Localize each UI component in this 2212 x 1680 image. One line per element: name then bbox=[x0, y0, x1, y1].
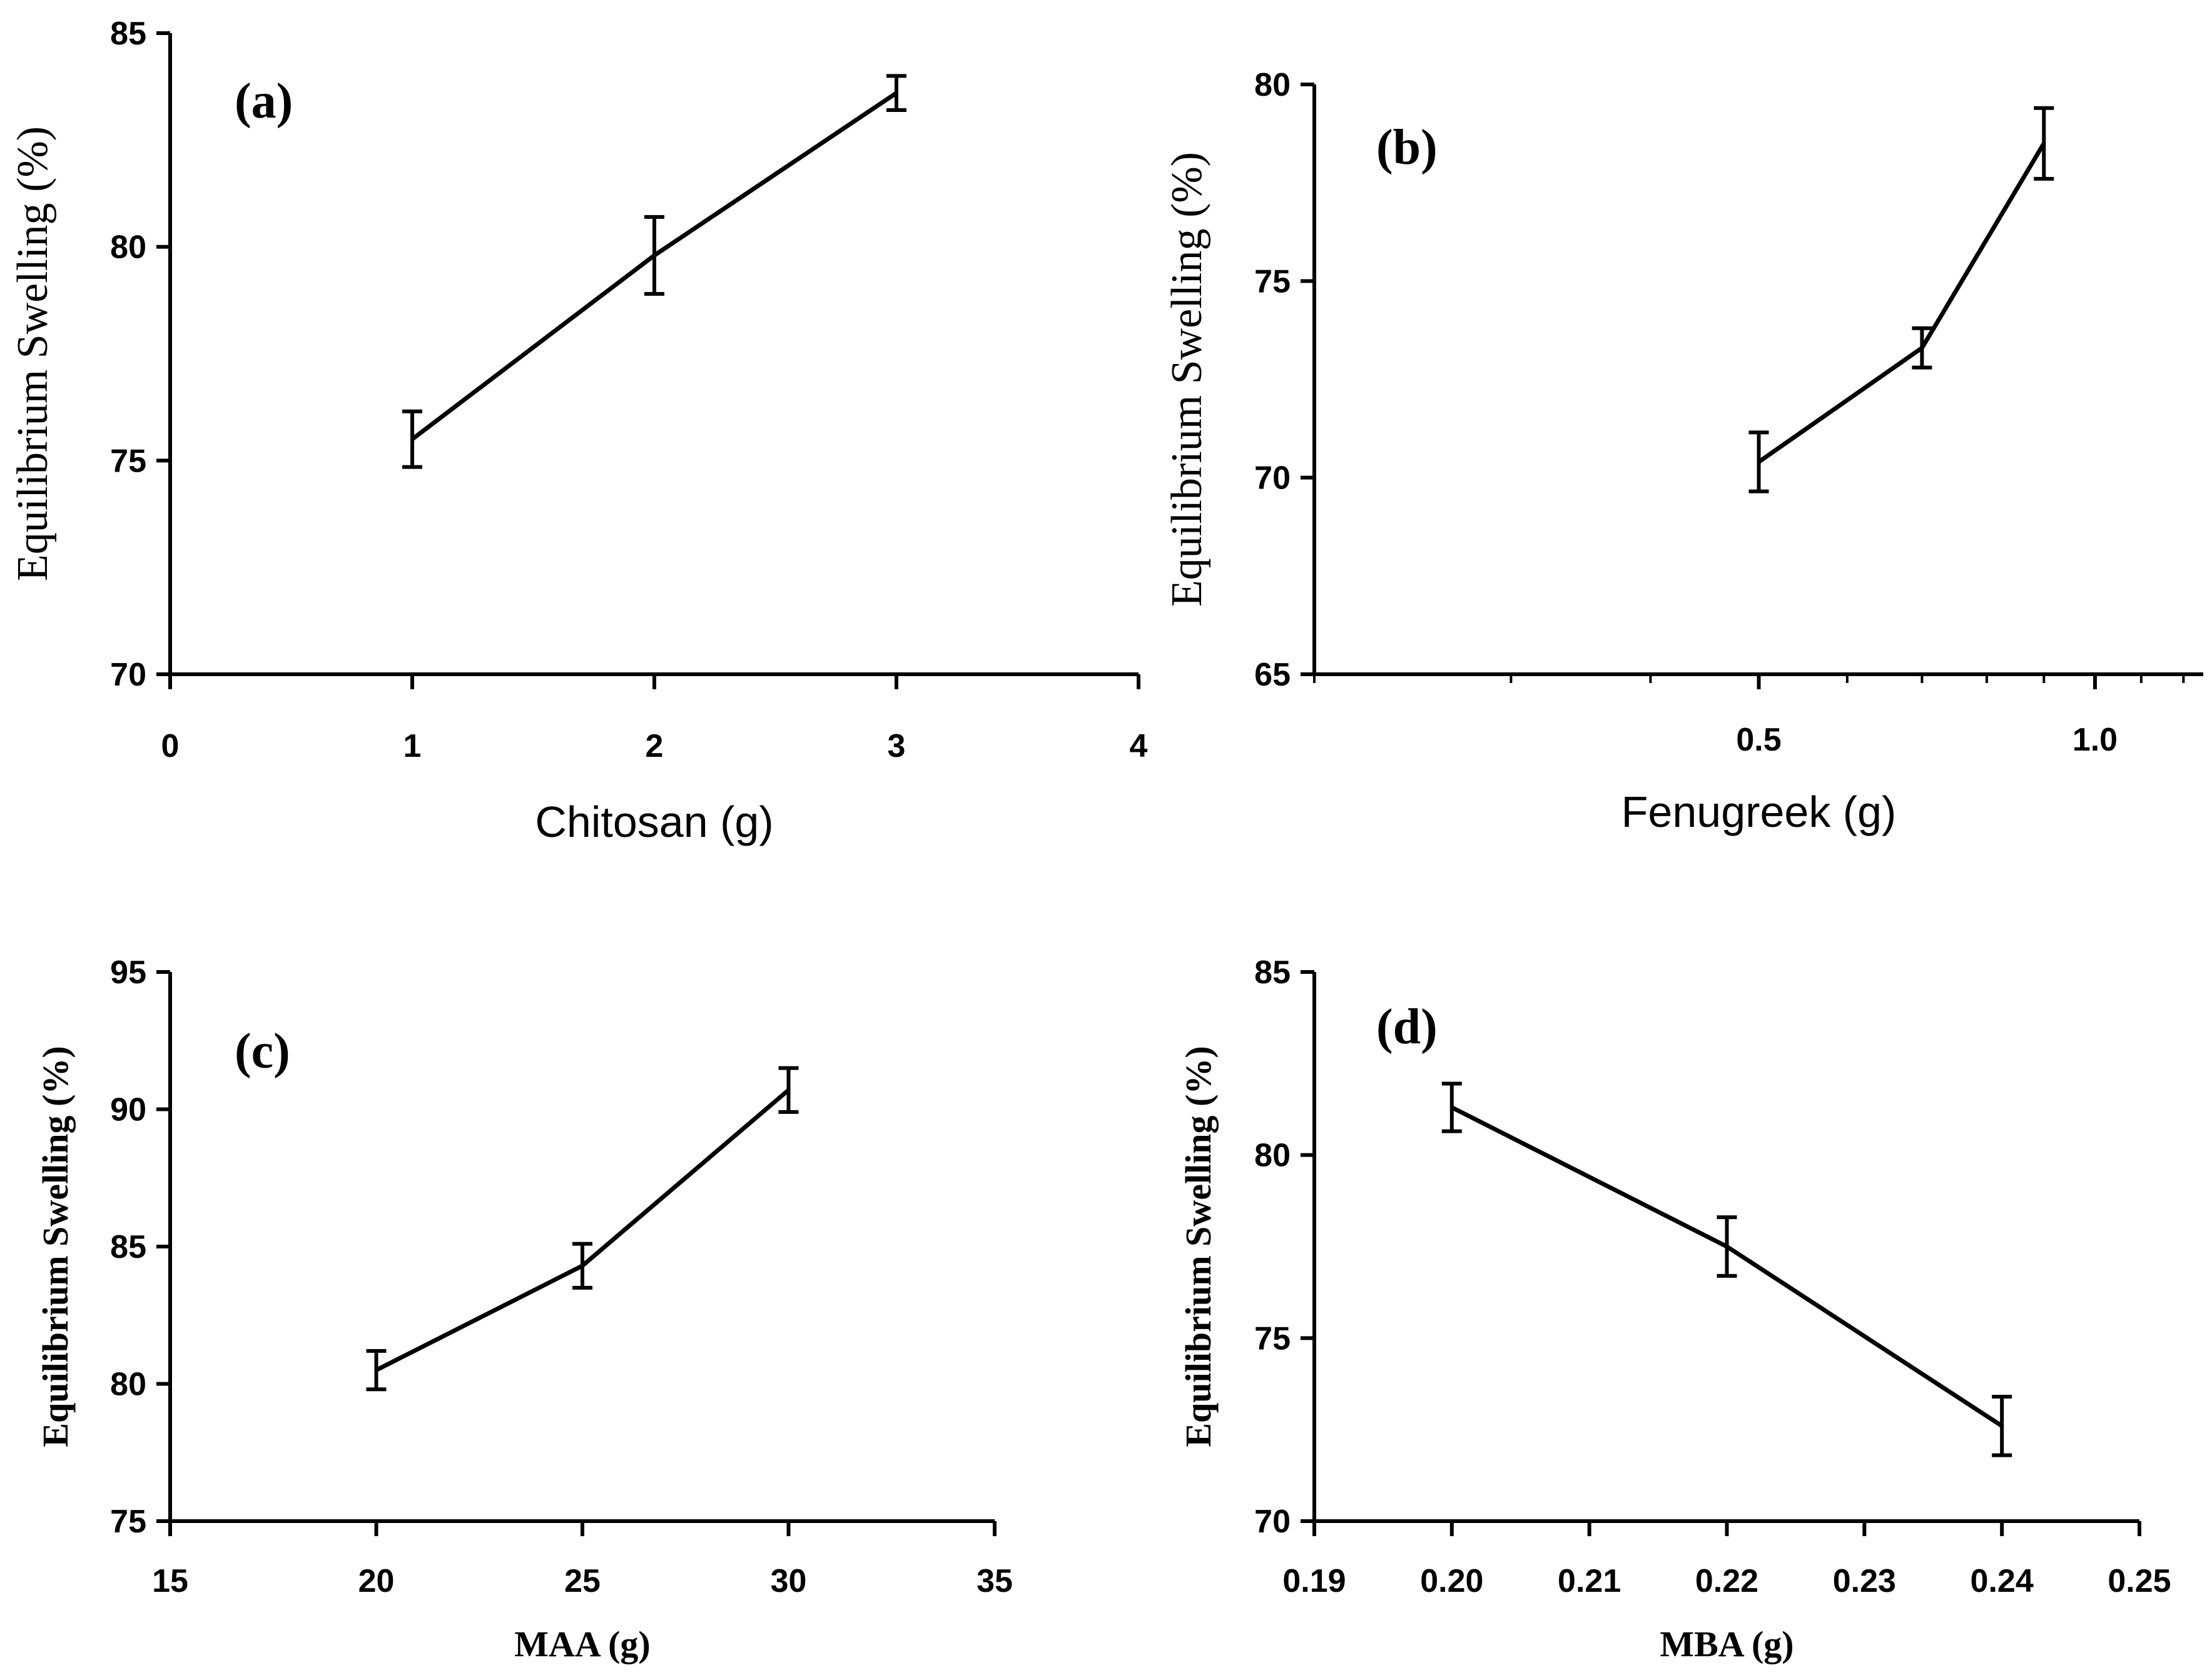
error-bar bbox=[1748, 430, 1769, 493]
error-bar bbox=[572, 1242, 592, 1290]
data-point bbox=[581, 1263, 584, 1268]
data-point bbox=[374, 1368, 378, 1372]
y-tick-label: 80 bbox=[1254, 1138, 1291, 1174]
x-axis-title: Fenugreek (g) bbox=[1621, 787, 1897, 836]
x-tick-label: 25 bbox=[564, 1563, 601, 1599]
x-tick-label: 35 bbox=[977, 1563, 1013, 1599]
x-tick-label: 0.5 bbox=[1736, 722, 1781, 758]
data-point bbox=[786, 1088, 791, 1092]
x-axis-title: Chitosan (g) bbox=[535, 797, 773, 846]
data-point bbox=[1757, 460, 1761, 464]
y-axis-title: Equilibrium Swelling (%) bbox=[1163, 152, 1211, 607]
x-tick-label: 0.22 bbox=[1695, 1563, 1758, 1599]
y-tick-label: 75 bbox=[110, 1504, 146, 1540]
panel-label: (a) bbox=[235, 74, 293, 129]
panel-label: (d) bbox=[1376, 999, 1438, 1055]
y-axis-title: Equilibrium Swelling (%) bbox=[1178, 1046, 1219, 1447]
x-tick-label: 1.0 bbox=[2072, 722, 2118, 758]
data-point bbox=[1725, 1245, 1729, 1248]
y-tick-label: 75 bbox=[1254, 1320, 1291, 1357]
data-point bbox=[410, 437, 414, 442]
series-line bbox=[375, 1088, 790, 1372]
error-bar bbox=[1441, 1081, 1462, 1133]
series-line bbox=[1757, 142, 2046, 464]
y-tick-label: 95 bbox=[110, 954, 146, 991]
chart-panel-3: 75 80 85 90 95 15 20 25 30 35 (c) MAA (g) Equilibriu… bbox=[35, 954, 1013, 1664]
data-point bbox=[652, 253, 656, 258]
x-tick-label: 30 bbox=[771, 1563, 807, 1599]
y-axis-title: Equilibrium Swelling (%) bbox=[35, 1046, 76, 1447]
error-bar bbox=[366, 1349, 387, 1392]
data-point bbox=[895, 91, 898, 95]
x-tick-label: 3 bbox=[888, 728, 906, 764]
error-bar bbox=[886, 74, 906, 112]
error-bar bbox=[1717, 1215, 1737, 1278]
data-point bbox=[1449, 1105, 1454, 1110]
y-axis-title: Equilibrium Swelling (%) bbox=[9, 126, 57, 581]
panel-label: (c) bbox=[235, 1024, 290, 1079]
x-tick-label: 4 bbox=[1130, 728, 1148, 764]
x-tick-label: 1 bbox=[403, 728, 422, 764]
chart-panel-4: 70 75 80 85 0.19 0.20 0.21 0.22 0.23 0.24 0.25 (d) M… bbox=[1178, 954, 2171, 1664]
error-bar bbox=[1912, 326, 1932, 370]
y-tick-label: 75 bbox=[1254, 263, 1291, 300]
x-axis-title: MAA (g) bbox=[514, 1624, 650, 1664]
x-tick-label: 0.23 bbox=[1833, 1563, 1896, 1599]
data-point bbox=[2000, 1424, 2004, 1428]
data-point bbox=[2042, 141, 2046, 146]
x-tick-label: 0.21 bbox=[1558, 1563, 1621, 1599]
data-point bbox=[1920, 346, 1924, 350]
x-tick-label: 0.25 bbox=[2108, 1563, 2171, 1599]
x-tick-label: 0.24 bbox=[1971, 1563, 2034, 1599]
x-tick-label: 0 bbox=[161, 728, 180, 764]
x-tick-label: 0.20 bbox=[1420, 1563, 1483, 1599]
y-tick-label: 80 bbox=[110, 1367, 146, 1403]
y-tick-label: 75 bbox=[110, 443, 146, 479]
y-tick-label: 80 bbox=[110, 230, 146, 266]
error-bar bbox=[778, 1066, 799, 1114]
x-tick-label: 15 bbox=[152, 1563, 188, 1599]
x-tick-label: 2 bbox=[646, 728, 664, 764]
chart-panel-1: 70 75 80 85 0 1 2 3 4 (a) Chitosan (g) Equilibrium … bbox=[9, 16, 1148, 846]
y-tick-label: 80 bbox=[1254, 67, 1291, 103]
error-bar bbox=[644, 215, 664, 296]
y-tick-label: 85 bbox=[1254, 954, 1291, 991]
y-tick-label: 85 bbox=[110, 1229, 146, 1265]
x-axis-title: MBA (g) bbox=[1660, 1624, 1793, 1664]
chart-panel-2: 65 70 75 80 0.5 1.0 (b) Fenugreek (g) Equilibriu… bbox=[1163, 67, 2203, 836]
y-tick-label: 85 bbox=[110, 16, 146, 52]
error-bar bbox=[2034, 106, 2054, 181]
y-tick-label: 90 bbox=[110, 1092, 146, 1128]
y-tick-label: 70 bbox=[1254, 460, 1291, 497]
error-bar bbox=[1992, 1394, 2012, 1457]
y-tick-label: 70 bbox=[110, 657, 146, 693]
error-bar bbox=[402, 409, 422, 469]
y-tick-label: 70 bbox=[1254, 1504, 1291, 1540]
panel-label: (b) bbox=[1376, 120, 1438, 175]
x-tick-label: 0.19 bbox=[1282, 1563, 1346, 1599]
x-tick-label: 20 bbox=[358, 1563, 395, 1599]
y-tick-label: 65 bbox=[1254, 657, 1291, 693]
